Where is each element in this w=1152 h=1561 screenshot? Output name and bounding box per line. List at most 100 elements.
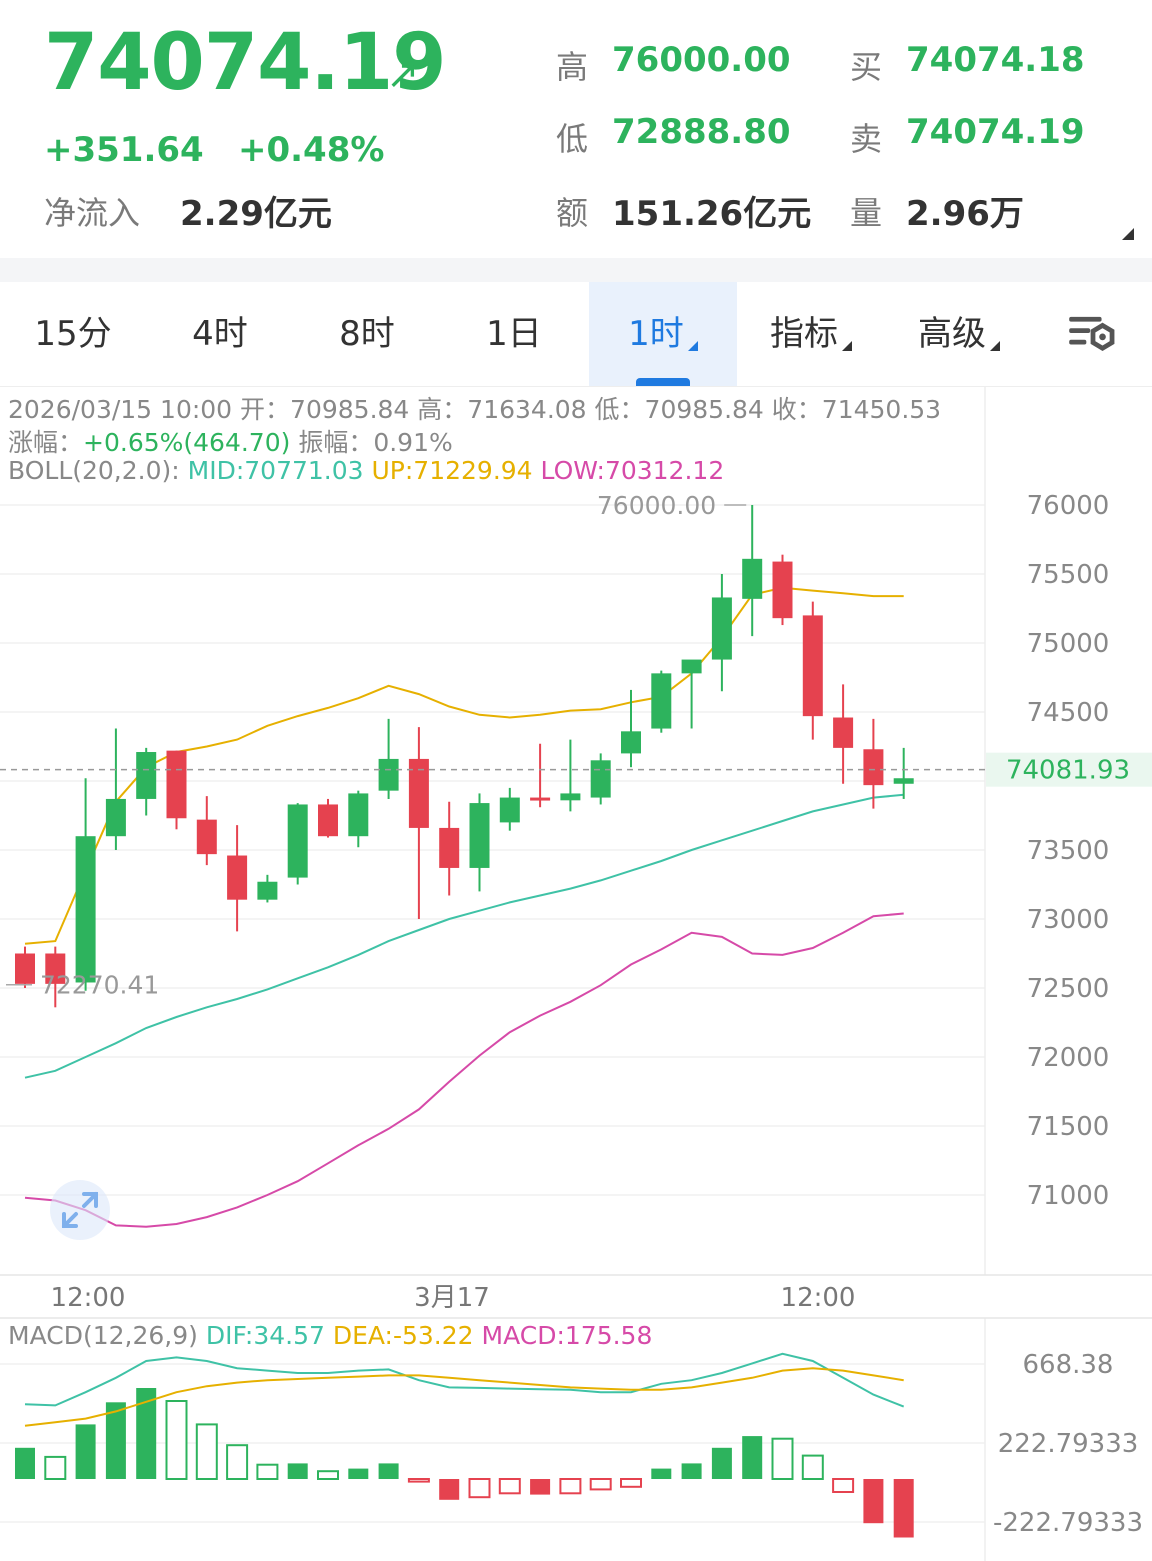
macd-bar [15,1447,35,1479]
tab-label: 1时 [628,314,684,354]
candle [75,778,96,991]
candle [136,747,157,816]
boll-up: UP:71229.94 [371,456,533,485]
candle [651,670,672,733]
last-price-label: 74081.93 [1006,756,1130,786]
macd-legend: MACD(12,26,9) DIF:34.57 DEA:-53.22 MACD:… [8,1321,652,1350]
candle [499,787,520,831]
candle-high-label: 高： [409,395,468,424]
dropdown-triangle-icon [990,341,1000,351]
macd-bar [75,1424,96,1479]
y-tick-label: 73000 [1027,905,1110,935]
candle-body [105,798,126,837]
macd-value: MACD:175.58 [481,1321,653,1350]
boll-lines [24,586,904,1228]
tab-1d[interactable]: 1日 [440,282,588,386]
macd-bar [439,1479,460,1500]
tab-label: 指标 [770,314,838,354]
boll-label: BOLL(20,2.0): [8,456,188,485]
candle-body [802,615,823,717]
candle-body [136,752,157,799]
candle [105,728,126,850]
tab-label: 8时 [339,314,395,354]
candle-body [681,659,702,674]
max-price-label: 76000.00 [597,491,716,520]
macd-bar [620,1478,642,1488]
x-tick-label: 12:00 [781,1283,856,1313]
tab-indicators[interactable]: 指标 [737,282,885,386]
y-tick-label: 76000 [1027,491,1110,521]
tab-8h[interactable]: 8时 [294,282,440,386]
y-tick-label: 71000 [1027,1181,1110,1211]
x-tick-label: 3月17 [414,1283,490,1313]
candle [166,750,187,830]
candle-body [711,597,732,660]
macd-label: MACD(12,26,9) [8,1321,206,1350]
macd-bar [136,1388,157,1479]
macd-bar [589,1478,612,1491]
expand-chart-button[interactable] [50,1180,110,1240]
x-tick-label: 12:00 [51,1283,126,1313]
candle-body [348,793,369,837]
candle [560,739,581,812]
candle-body [530,797,551,801]
candle [893,747,914,799]
tab-label: 15分 [34,314,112,354]
macd-bar [348,1468,369,1479]
section-divider [0,258,1152,282]
tab-1h[interactable]: 1时 [589,282,737,386]
candle-body [560,793,581,801]
tab-label: 高级 [918,314,986,354]
candle-body [469,803,490,868]
net-inflow-label: 净流入 [44,194,141,232]
high-value: 76000.00 [612,40,791,80]
candle-body [893,778,914,784]
macd-bar [165,1400,188,1480]
candle-body [166,750,187,819]
chg-value: +0.65%(464.70) [83,428,291,457]
boll-mid-line [24,793,904,1079]
expand-corner-icon[interactable] [1122,228,1134,240]
macd-bar [832,1478,855,1493]
candle [833,684,854,784]
period-tabs: 15分 4时 8时 1日 1时 指标 高级 [0,282,1152,387]
macd-bar [498,1478,521,1495]
y-tick-label: 75000 [1027,629,1110,659]
sell-value: 74074.19 [906,112,1085,152]
candle-body [45,953,66,984]
candle-body [621,731,641,754]
volume-label: 量 [850,194,883,232]
boll-low-line [24,912,904,1228]
macd-bar [863,1479,884,1524]
candle-body [863,749,884,786]
macd-y-tick-label: -222.79333 [993,1508,1143,1538]
tab-4h[interactable]: 4时 [146,282,294,386]
tab-15min[interactable]: 15分 [0,282,146,386]
chart-settings-icon[interactable] [1066,314,1120,354]
candle [196,796,217,866]
active-tab-indicator [636,378,690,386]
candle-body [227,855,248,900]
candle-date-open-label: 2026/03/15 10:00 开： [8,395,291,424]
macd-bar [378,1463,399,1479]
last-price: 74074.19 [44,18,447,108]
tab-advanced[interactable]: 高级 [885,282,1033,386]
macd-bar [801,1454,824,1480]
candle [802,601,823,740]
candle [711,574,732,692]
macd-bar [771,1437,794,1480]
macd-bar [893,1479,914,1538]
macd-bar [742,1436,763,1479]
tab-label: 1日 [486,314,542,354]
candle-body [318,804,338,837]
price-change-pct: +0.48% [238,130,385,170]
candle [772,554,793,626]
boll-mid: MID:70771.03 [187,456,364,485]
expand-icon [62,1192,98,1228]
y-tick-label: 72500 [1027,974,1110,1004]
macd-bar [256,1463,279,1480]
price-change: +351.64 [44,130,204,170]
candle-body [257,881,278,900]
time-axis: 12:00 3月17 12:00 [51,1283,856,1313]
